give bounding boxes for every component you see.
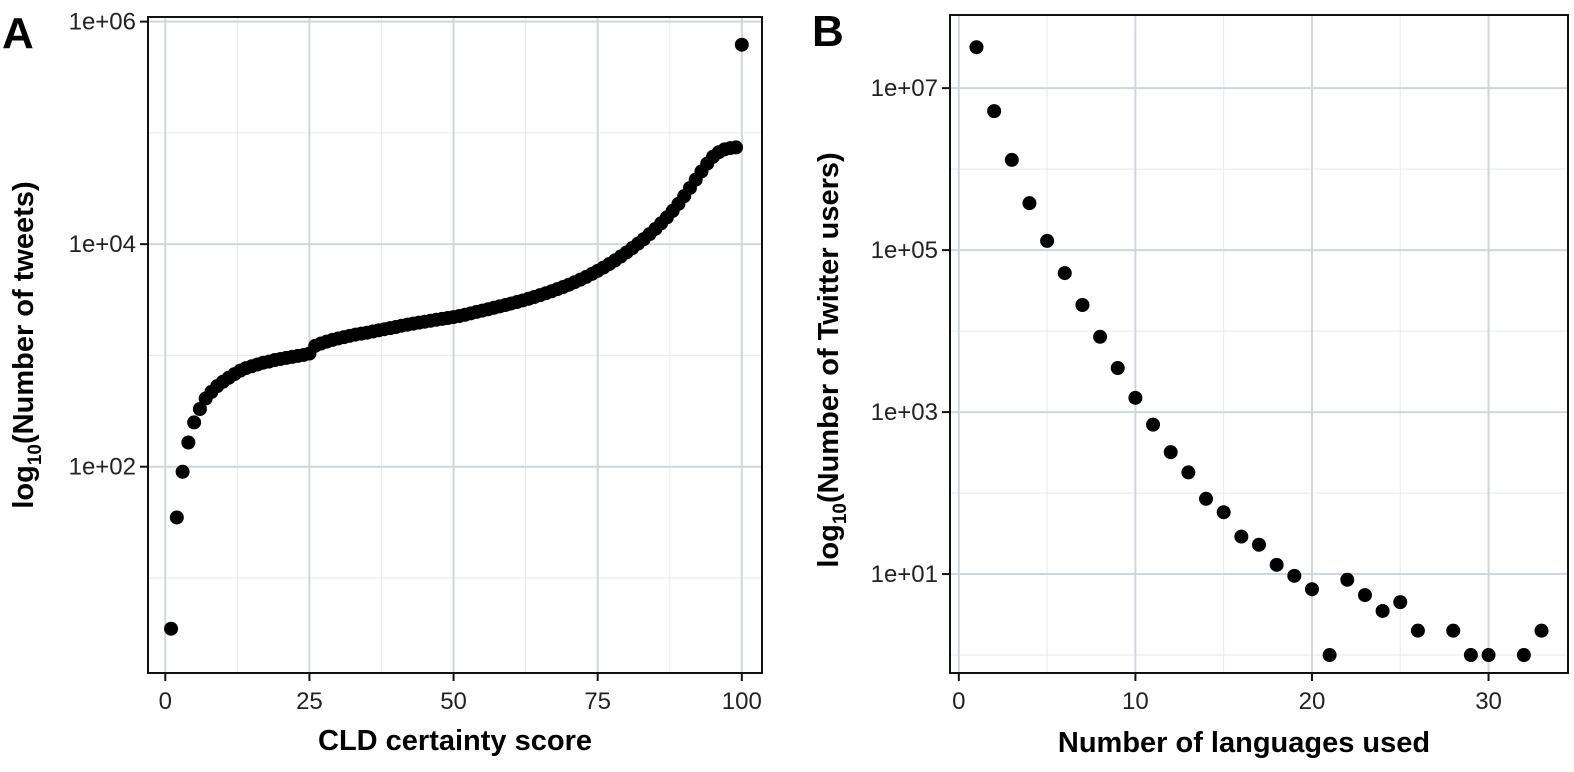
panel-a-x-tick-label: 100 (722, 688, 762, 715)
panel-b-ticks (942, 87, 1490, 681)
panel-b-data-point (1040, 233, 1055, 248)
panel-a-points (164, 37, 749, 636)
panel-a-grid (148, 17, 762, 673)
panel-a-data-point (164, 621, 179, 636)
panel-b-data-point (1199, 491, 1214, 506)
panel-b-data-point (1463, 648, 1478, 663)
panel-a-data-point (729, 140, 744, 155)
panel-a-plot-frame (147, 16, 763, 674)
panel-a-ticks (140, 20, 743, 681)
panel-a-y-axis-subscript: 10 (25, 444, 46, 465)
panel-b-data-point (987, 104, 1002, 119)
panel-b-data-point (1146, 417, 1161, 432)
panel-b-data-point (1304, 582, 1319, 597)
panel-a: A 0 25 50 75 100 1e+02 1e+04 1e+06 CLD certaint… (2, 9, 763, 757)
panel-b-y-axis-prefix: log (813, 524, 845, 568)
panel-a-x-tick-label: 75 (584, 688, 611, 715)
panel-b-data-point (1410, 623, 1425, 638)
panel-b-grid (950, 15, 1568, 673)
panel-b-y-tick-label: 1e+01 (871, 561, 938, 588)
panel-a-x-tick-label: 0 (159, 688, 172, 715)
panel-b-x-tick-label: 30 (1475, 688, 1502, 715)
panel-a-data-point (181, 435, 196, 450)
panel-a-y-tick-label: 1e+02 (69, 454, 136, 481)
panel-b-data-point (969, 40, 984, 55)
panel-b-x-tick-label: 10 (1122, 688, 1149, 715)
panel-b-data-point (1534, 623, 1549, 638)
panel-a-y-axis-prefix: log (8, 465, 40, 509)
panel-b-data-point (1393, 595, 1408, 610)
panel-b-y-axis-title: log10(Number of Twitter users) (813, 152, 851, 567)
panel-b-y-tick-label: 1e+05 (871, 237, 938, 264)
panel-b-data-point (1181, 465, 1196, 480)
panel-b-data-point (1446, 623, 1461, 638)
panel-b-data-point (1075, 297, 1090, 312)
panel-b-data-point (1516, 648, 1531, 663)
panel-b-data-point (1022, 196, 1037, 211)
panel-b-data-point (1322, 648, 1337, 663)
panel-b-y-axis-text: (Number of Twitter users) (813, 152, 845, 503)
panel-a-data-point (734, 37, 749, 52)
panel-b-x-tick-label: 20 (1299, 688, 1326, 715)
panel-a-data-point (192, 402, 207, 417)
panel-a-tick-labels: 0 25 50 75 100 1e+02 1e+04 1e+06 (69, 9, 762, 715)
panel-b-points (969, 40, 1549, 663)
panel-b-data-point (1216, 505, 1231, 520)
panel-b-y-tick-label: 1e+07 (871, 75, 938, 102)
panel-a-x-tick-label: 50 (440, 688, 467, 715)
panel-b-x-axis-title: Number of languages used (1058, 727, 1430, 759)
panel-b-data-point (1340, 572, 1355, 587)
panel-b-tick-labels: 0 10 20 30 1e+01 1e+03 1e+05 1e+07 (871, 75, 1502, 715)
panel-b-data-point (1234, 529, 1249, 544)
panel-a-data-point (187, 415, 202, 430)
panel-b-data-point (1128, 390, 1143, 405)
panel-a-data-point (175, 464, 190, 479)
panel-b-label: B (812, 7, 844, 56)
panel-a-data-point (169, 510, 184, 525)
panel-b-data-point (1110, 361, 1125, 376)
panel-b-y-axis-subscript: 10 (830, 503, 851, 524)
panel-b: B 0 10 20 30 1e+01 1e+03 1e+05 1e+07 Number of … (812, 7, 1569, 759)
panel-b-data-point (1004, 152, 1019, 167)
panel-a-y-axis-text: (Number of tweets) (8, 181, 40, 444)
panel-b-data-point (1269, 557, 1284, 572)
panel-b-data-point (1163, 445, 1178, 460)
panel-b-data-point (1057, 266, 1072, 281)
panel-a-y-tick-label: 1e+06 (69, 9, 136, 36)
panel-a-y-axis-title: log10(Number of tweets) (8, 181, 46, 508)
panel-b-data-point (1375, 603, 1390, 618)
panel-b-y-tick-label: 1e+03 (871, 399, 938, 426)
panel-a-y-tick-label: 1e+04 (69, 231, 136, 258)
panel-a-label: A (2, 9, 34, 58)
panel-b-data-point (1481, 648, 1496, 663)
panel-a-x-tick-label: 25 (296, 688, 323, 715)
panel-b-data-point (1252, 537, 1266, 552)
panel-b-data-point (1287, 568, 1302, 583)
panel-a-x-axis-title: CLD certainty score (318, 725, 592, 757)
panel-b-data-point (1093, 329, 1108, 344)
panel-b-data-point (1357, 588, 1372, 603)
panel-b-x-tick-label: 0 (952, 688, 965, 715)
panel-b-plot-frame (949, 14, 1569, 674)
